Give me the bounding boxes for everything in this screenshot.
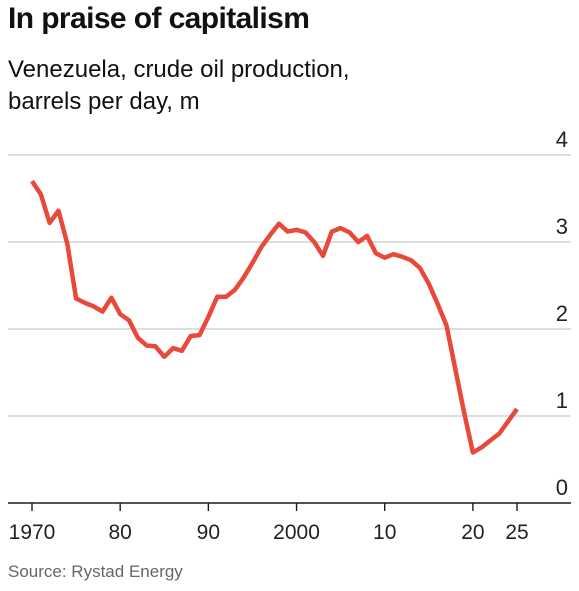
chart-title: In praise of capitalism xyxy=(8,2,310,35)
y-tick-label-0: 0 xyxy=(556,475,568,500)
chart-subtitle: Venezuela, crude oil production, barrels… xyxy=(8,54,350,118)
line-chart: 0 1 2 3 4 1970 80 90 2000 10 20 25 xyxy=(8,127,571,544)
y-tick-label-1: 1 xyxy=(556,388,568,413)
x-tick-label-1990: 90 xyxy=(197,521,220,544)
x-tick-label-2025: 25 xyxy=(505,521,528,544)
x-tick-label-1970: 1970 xyxy=(9,521,56,544)
y-tick-label-3: 3 xyxy=(556,214,568,239)
y-axis-ticks: 0 1 2 3 4 xyxy=(556,127,568,500)
y-tick-label-4: 4 xyxy=(556,127,568,152)
source-note: Source: Rystad Energy xyxy=(8,562,183,581)
subtitle-line-1: Venezuela, crude oil production, xyxy=(8,56,350,83)
series-line-0 xyxy=(30,179,519,455)
y-tick-label-2: 2 xyxy=(556,301,568,326)
subtitle-line-2: barrels per day, m xyxy=(8,88,200,115)
x-tick-label-2020: 20 xyxy=(461,521,484,544)
series-group xyxy=(30,179,519,455)
x-tick-label-2000: 2000 xyxy=(273,521,320,544)
x-tick-label-2010: 10 xyxy=(373,521,396,544)
grid-lines xyxy=(8,154,571,504)
x-axis-ticks: 1970 80 90 2000 10 20 25 xyxy=(9,503,529,544)
x-tick-label-1980: 80 xyxy=(109,521,132,544)
